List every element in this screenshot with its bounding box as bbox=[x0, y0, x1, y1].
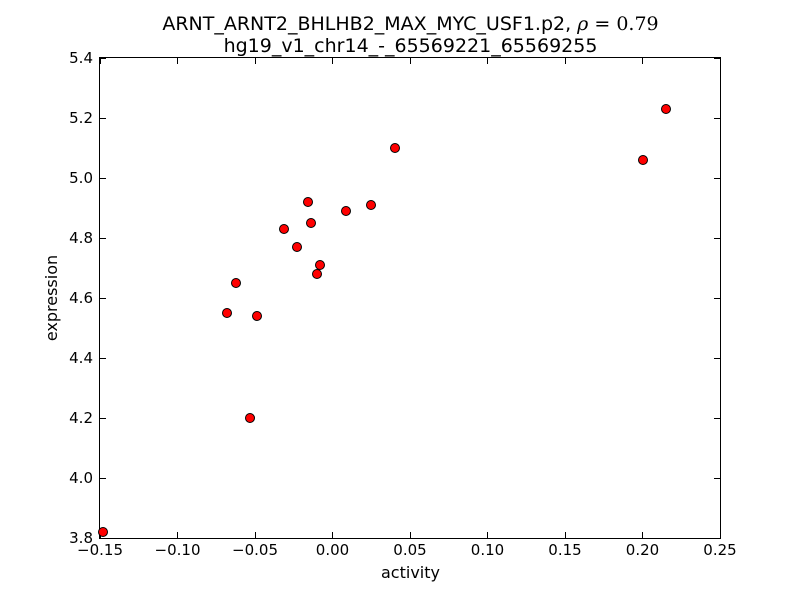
x-tick-mark bbox=[99, 58, 101, 64]
data-point bbox=[251, 311, 262, 321]
data-point bbox=[315, 260, 326, 270]
x-tick-mark bbox=[254, 532, 256, 538]
y-tick-mark bbox=[100, 57, 106, 59]
y-axis-tick-label: 3.8 bbox=[69, 529, 93, 547]
data-point bbox=[291, 242, 302, 252]
y-tick-mark bbox=[714, 297, 720, 299]
x-axis-tick-label: 0.00 bbox=[315, 541, 350, 559]
data-point bbox=[305, 218, 316, 228]
y-axis-tick-label: 4.4 bbox=[69, 349, 93, 367]
x-axis-tick-label: −0.10 bbox=[154, 541, 201, 559]
x-tick-mark bbox=[332, 58, 333, 64]
data-point bbox=[279, 224, 290, 234]
x-axis-tick-label: −0.05 bbox=[232, 541, 278, 559]
x-tick-mark bbox=[642, 58, 643, 64]
x-tick-mark bbox=[177, 58, 178, 64]
chart-title-line1: ARNT_ARNT2_BHLHB2_MAX_MYC_USF1.p2, ρ = 0… bbox=[100, 13, 721, 35]
data-point bbox=[302, 197, 313, 207]
data-point bbox=[637, 155, 648, 165]
chart-title: ARNT_ARNT2_BHLHB2_MAX_MYC_USF1.p2, ρ = 0… bbox=[100, 13, 721, 57]
y-tick-mark bbox=[100, 237, 106, 239]
y-tick-mark bbox=[100, 417, 106, 419]
x-tick-mark bbox=[254, 58, 256, 64]
y-tick-mark bbox=[100, 357, 106, 359]
y-tick-mark bbox=[714, 57, 720, 59]
y-axis-tick-label: 4.0 bbox=[69, 469, 93, 487]
y-tick-mark bbox=[100, 477, 106, 479]
chart-title-line2: hg19_v1_chr14_-_65569221_65569255 bbox=[223, 35, 598, 57]
y-tick-mark bbox=[100, 297, 106, 299]
plot-area bbox=[99, 57, 721, 539]
y-axis-tick-label: 4.6 bbox=[69, 289, 93, 307]
y-axis-tick-label: 5.4 bbox=[69, 49, 93, 67]
rho-value: = 0.79 bbox=[588, 13, 659, 35]
data-point bbox=[389, 143, 400, 153]
data-point bbox=[222, 308, 233, 318]
y-axis-tick-label: 4.2 bbox=[69, 409, 93, 427]
y-axis-tick-label: 4.8 bbox=[69, 229, 93, 247]
x-tick-mark bbox=[564, 58, 566, 64]
x-tick-mark bbox=[642, 532, 643, 538]
data-point bbox=[98, 527, 109, 537]
x-tick-mark bbox=[409, 58, 411, 64]
y-tick-mark bbox=[714, 237, 720, 239]
x-axis-tick-label: 0.10 bbox=[470, 541, 505, 559]
y-tick-mark bbox=[714, 477, 720, 479]
rho-symbol: ρ bbox=[577, 13, 589, 35]
y-axis-tick-label: 5.2 bbox=[69, 109, 93, 127]
title-gene-set: ARNT_ARNT2_BHLHB2_MAX_MYC_USF1.p2, bbox=[162, 13, 578, 35]
y-tick-mark bbox=[100, 117, 106, 119]
x-tick-mark bbox=[719, 532, 721, 538]
data-point bbox=[245, 413, 256, 423]
x-tick-mark bbox=[409, 532, 411, 538]
data-point bbox=[341, 206, 352, 216]
y-tick-mark bbox=[714, 177, 720, 179]
y-tick-mark bbox=[714, 537, 720, 539]
x-tick-mark bbox=[487, 532, 488, 538]
x-axis-tick-label: 0.05 bbox=[393, 541, 427, 559]
data-point bbox=[366, 200, 377, 210]
data-point bbox=[660, 104, 671, 114]
data-point bbox=[312, 269, 322, 279]
y-tick-mark bbox=[714, 117, 720, 119]
y-axis-tick-label: 5.0 bbox=[69, 169, 93, 187]
y-tick-mark bbox=[100, 537, 106, 539]
y-tick-mark bbox=[100, 177, 106, 179]
x-tick-mark bbox=[564, 532, 566, 538]
x-axis-label: activity bbox=[381, 563, 440, 582]
x-tick-mark bbox=[719, 58, 721, 64]
y-tick-mark bbox=[714, 357, 720, 359]
x-axis-tick-label: 0.15 bbox=[548, 541, 582, 559]
data-point bbox=[231, 278, 242, 288]
y-tick-mark bbox=[714, 417, 720, 419]
x-axis-tick-label: 0.20 bbox=[625, 541, 660, 559]
x-tick-mark bbox=[487, 58, 488, 64]
x-axis-tick-label: −0.15 bbox=[77, 541, 123, 559]
x-tick-mark bbox=[177, 532, 178, 538]
x-axis-tick-label: 0.25 bbox=[703, 541, 737, 559]
x-tick-mark bbox=[332, 532, 333, 538]
